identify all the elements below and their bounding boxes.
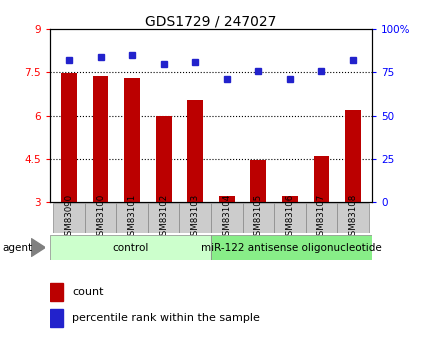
Bar bbox=[116, 203, 148, 233]
Bar bbox=[179, 203, 210, 233]
Text: count: count bbox=[72, 287, 103, 297]
Text: GSM83105: GSM83105 bbox=[253, 194, 262, 241]
Bar bbox=[336, 203, 368, 233]
Bar bbox=[273, 203, 305, 233]
Text: miR-122 antisense oligonucleotide: miR-122 antisense oligonucleotide bbox=[201, 243, 381, 253]
Bar bbox=[305, 203, 336, 233]
Text: GSM83103: GSM83103 bbox=[190, 194, 199, 241]
Bar bbox=[50, 283, 63, 301]
Bar bbox=[218, 196, 234, 202]
Bar bbox=[242, 203, 273, 233]
Bar bbox=[148, 203, 179, 233]
Bar bbox=[210, 235, 371, 260]
Bar bbox=[92, 76, 108, 202]
Text: agent: agent bbox=[2, 243, 32, 253]
Text: GSM83100: GSM83100 bbox=[96, 194, 105, 241]
Bar bbox=[50, 235, 210, 260]
Text: percentile rank within the sample: percentile rank within the sample bbox=[72, 313, 260, 323]
Text: control: control bbox=[112, 243, 148, 253]
Bar bbox=[281, 196, 297, 202]
Bar bbox=[313, 156, 329, 202]
Title: GDS1729 / 247027: GDS1729 / 247027 bbox=[145, 14, 276, 28]
Bar bbox=[50, 309, 63, 327]
Text: GSM83106: GSM83106 bbox=[285, 194, 294, 241]
Polygon shape bbox=[31, 239, 45, 257]
Text: GSM83102: GSM83102 bbox=[159, 194, 168, 241]
Bar bbox=[124, 78, 140, 202]
Bar bbox=[155, 116, 171, 202]
Text: GSM83104: GSM83104 bbox=[222, 194, 231, 241]
Text: GSM83101: GSM83101 bbox=[127, 194, 136, 241]
Bar bbox=[53, 203, 85, 233]
Text: GSM83090: GSM83090 bbox=[64, 194, 73, 241]
Text: GSM83107: GSM83107 bbox=[316, 194, 325, 241]
Bar bbox=[250, 159, 266, 202]
Text: GSM83108: GSM83108 bbox=[348, 194, 357, 241]
Bar bbox=[61, 73, 77, 202]
Bar bbox=[85, 203, 116, 233]
Bar bbox=[187, 100, 203, 202]
Bar bbox=[210, 203, 242, 233]
Bar bbox=[344, 110, 360, 202]
